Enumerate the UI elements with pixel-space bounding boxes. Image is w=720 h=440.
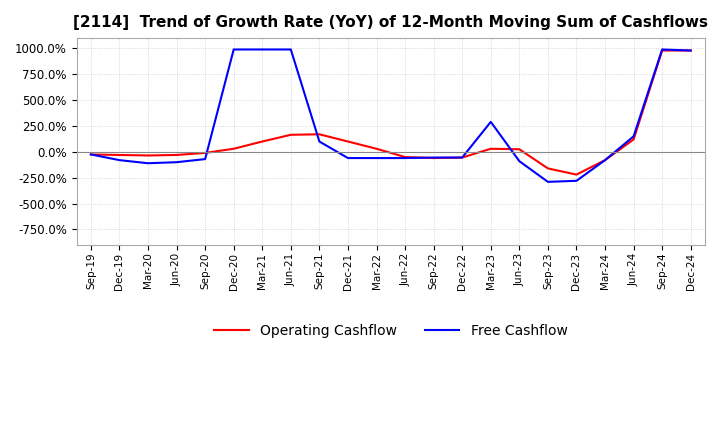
Operating Cashflow [686, 48, 695, 53]
Operating Cashflow [172, 152, 181, 158]
Free Cashflow [401, 155, 410, 161]
Operating Cashflow [86, 152, 95, 157]
Free Cashflow [315, 139, 324, 144]
Free Cashflow [515, 158, 523, 164]
Free Cashflow [86, 152, 95, 157]
Free Cashflow [544, 179, 552, 184]
Operating Cashflow [629, 137, 638, 142]
Title: [2114]  Trend of Growth Rate (YoY) of 12-Month Moving Sum of Cashflows: [2114] Trend of Growth Rate (YoY) of 12-… [73, 15, 708, 30]
Line: Operating Cashflow: Operating Cashflow [91, 51, 690, 175]
Operating Cashflow [429, 155, 438, 161]
Operating Cashflow [115, 152, 124, 158]
Operating Cashflow [201, 150, 210, 155]
Free Cashflow [458, 155, 467, 160]
Operating Cashflow [230, 146, 238, 151]
Operating Cashflow [458, 155, 467, 160]
Free Cashflow [372, 155, 381, 161]
Operating Cashflow [372, 146, 381, 151]
Operating Cashflow [544, 166, 552, 171]
Free Cashflow [343, 155, 352, 161]
Free Cashflow [429, 155, 438, 160]
Free Cashflow [600, 158, 609, 163]
Operating Cashflow [401, 154, 410, 160]
Free Cashflow [487, 119, 495, 125]
Operating Cashflow [600, 158, 609, 163]
Free Cashflow [658, 47, 667, 52]
Operating Cashflow [287, 132, 295, 137]
Free Cashflow [572, 178, 581, 183]
Free Cashflow [686, 48, 695, 53]
Legend: Operating Cashflow, Free Cashflow: Operating Cashflow, Free Cashflow [209, 318, 573, 343]
Operating Cashflow [258, 139, 266, 144]
Operating Cashflow [487, 146, 495, 151]
Operating Cashflow [572, 172, 581, 177]
Free Cashflow [629, 134, 638, 139]
Operating Cashflow [658, 48, 667, 53]
Free Cashflow [144, 161, 153, 166]
Free Cashflow [172, 160, 181, 165]
Free Cashflow [115, 158, 124, 163]
Free Cashflow [258, 47, 266, 52]
Free Cashflow [287, 47, 295, 52]
Operating Cashflow [343, 139, 352, 144]
Free Cashflow [230, 47, 238, 52]
Operating Cashflow [315, 132, 324, 137]
Operating Cashflow [515, 147, 523, 152]
Operating Cashflow [144, 153, 153, 158]
Line: Free Cashflow: Free Cashflow [91, 49, 690, 182]
Free Cashflow [201, 157, 210, 162]
